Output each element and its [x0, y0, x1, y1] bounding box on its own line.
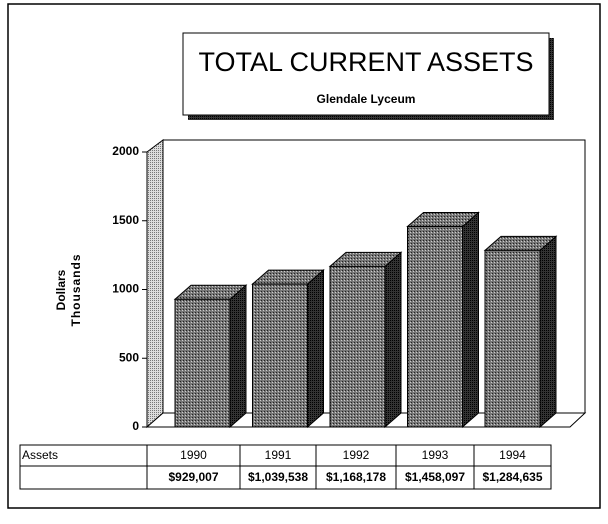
title-box — [182, 32, 550, 116]
side-wall — [146, 139, 164, 429]
x-tick-label: 1993 — [422, 448, 449, 462]
frame — [7, 3, 601, 509]
y-tick-label: 2000 — [112, 144, 139, 158]
y-tick-label: 1500 — [112, 213, 139, 227]
y-tick-label: 1000 — [112, 282, 139, 296]
bar-side — [307, 268, 324, 429]
x-tick-label: 1994 — [499, 448, 526, 462]
y-tick-label: 0 — [132, 419, 139, 433]
x-tick-label: 1992 — [343, 448, 370, 462]
bar — [329, 265, 386, 428]
value-label: $1,458,097 — [405, 470, 465, 484]
bar-side — [539, 235, 557, 429]
value-label: $1,284,635 — [482, 470, 542, 484]
data-table — [19, 444, 552, 490]
bar-side — [462, 211, 479, 429]
value-label: $1,039,538 — [248, 470, 308, 484]
bar-side — [229, 284, 247, 429]
y-tick-label: 500 — [119, 350, 139, 364]
table-border — [19, 444, 552, 490]
chart-title: TOTAL CURRENT ASSETS — [198, 47, 533, 77]
value-label: $1,168,178 — [326, 470, 386, 484]
y-axis-label: Dollars — [54, 269, 68, 310]
x-tick-label: 1990 — [180, 448, 207, 462]
table-row-label: Assets — [22, 448, 58, 462]
bar — [407, 226, 463, 428]
bar — [174, 298, 231, 428]
bar — [252, 283, 308, 428]
value-label: $929,007 — [168, 470, 218, 484]
chart-subtitle: Glendale Lyceum — [317, 92, 416, 106]
y-axis-label: Thousands — [69, 253, 83, 326]
bar-side — [384, 251, 402, 429]
x-tick-label: 1991 — [265, 448, 292, 462]
bar — [484, 249, 541, 428]
